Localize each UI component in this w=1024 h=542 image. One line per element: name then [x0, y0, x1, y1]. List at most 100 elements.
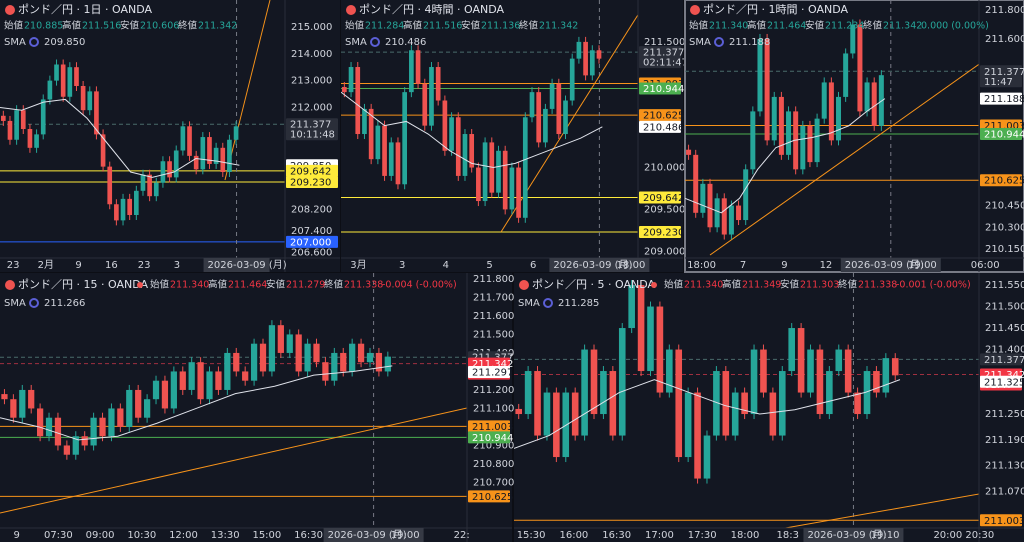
x-tick-label: 16 [105, 260, 118, 271]
symbol-title[interactable]: ポンド／円 · 1日 · OANDA [18, 3, 152, 16]
candle [435, 67, 441, 101]
chart-panel[interactable]: 211.500 210.000 209.500 209.000 211.37702:11… [341, 0, 688, 272]
x-tick-label: 22: [454, 530, 470, 541]
candle [0, 115, 6, 121]
price-tag [286, 175, 338, 188]
candle [637, 285, 645, 372]
ohlc-label: 終値 [863, 20, 883, 32]
price-tag-countdown: 02:11:47 [643, 58, 688, 69]
price-tag-label: 211.342 [472, 359, 513, 370]
candle [700, 183, 706, 213]
symbol-title[interactable]: ポンド／円 · 5 · OANDA [532, 278, 655, 291]
sma-line [514, 379, 901, 449]
candle [107, 166, 113, 205]
chart-panel[interactable]: 211.800 211.600 210.450 210.300 210.150 211.3… [684, 0, 1024, 273]
x-tick-label: 09:00 [86, 530, 115, 541]
symbol-title[interactable]: ポンド／円 · 4時間 · OANDA [359, 3, 504, 16]
candle [750, 349, 758, 415]
candle [99, 417, 106, 437]
crosshair-label-bg [840, 258, 941, 272]
sma-label: SMA [4, 298, 26, 309]
price-tag-label: 211.377 [984, 67, 1024, 78]
x-tick-label: 9 [75, 260, 81, 271]
candle [54, 64, 59, 81]
candle [10, 399, 17, 418]
candle [366, 352, 374, 363]
change: 0.000 (0.00%) [921, 21, 989, 32]
chart-panel[interactable]: 215.000 214.000 213.000 212.000 208.200 207.4… [0, 0, 340, 272]
x-tick-label: 2月 [38, 259, 54, 271]
y-tick-label: 211.100 [473, 403, 514, 414]
crosshair-date: 2026-03-09 (月) [328, 529, 407, 541]
symbol-icon[interactable] [5, 280, 15, 290]
ohlc-value: 211.516 [423, 21, 462, 32]
symbol-icon[interactable] [690, 5, 700, 15]
candle [197, 362, 204, 400]
ohlc-value: 211.234 [825, 21, 864, 32]
price-tag-countdown: 10:11:48 [290, 130, 335, 141]
sma-label: SMA [345, 37, 367, 48]
symbol-icon[interactable] [519, 280, 529, 290]
candle [368, 108, 374, 160]
ohlc-label: 安値 [266, 279, 286, 291]
candle [600, 371, 607, 415]
candle [764, 38, 770, 141]
x-tick-label: 18:00 [731, 530, 760, 541]
symbol-title[interactable]: ポンド／円 · 15 · OANDA [18, 278, 148, 291]
panel-bg [0, 0, 340, 272]
candle [277, 325, 284, 353]
ohlc-label: 安値 [461, 20, 481, 32]
ohlc-value: 211.349 [742, 280, 781, 291]
ohlc-label: 安値 [805, 20, 825, 32]
chart-panel[interactable]: 211.800211.700211.600211.500211.400211.2… [0, 273, 514, 542]
candle [703, 435, 711, 479]
sma-value: 210.486 [385, 37, 426, 48]
trend-line [0, 407, 467, 514]
candle [409, 50, 414, 93]
candle [449, 117, 454, 151]
candle [576, 41, 582, 59]
x-tick-label: 18:00 [687, 260, 716, 271]
candle [807, 125, 813, 163]
candle [152, 380, 160, 400]
candle [455, 117, 461, 176]
y-tick-label: 211.190 [985, 435, 1024, 446]
candle [161, 380, 169, 409]
candle [666, 349, 673, 393]
candle [127, 198, 133, 215]
crosshair-time: 19:00 [391, 530, 420, 541]
symbol-icon[interactable] [346, 5, 356, 15]
symbol-icon[interactable] [5, 5, 15, 15]
price-tag [980, 174, 1022, 187]
candle [259, 343, 267, 372]
crosshair-date: 2026-03-09 (月) [208, 259, 287, 271]
ohlc-value: 211.340 [684, 280, 723, 291]
ohlc-value: 211.464 [228, 280, 267, 291]
symbol-title[interactable]: ポンド／円 · 1時間 · OANDA [703, 3, 848, 16]
y-tick-label: 212.000 [291, 103, 332, 114]
candle [120, 198, 126, 221]
y-tick-label: 211.200 [473, 385, 514, 396]
price-tag [468, 431, 510, 444]
status-dot [651, 282, 657, 288]
chart-panel[interactable]: 211.550 211.500 211.450 211.400 211.250 211.1… [514, 273, 1024, 542]
plot-area [0, 273, 467, 528]
candle [362, 108, 367, 135]
y-tick-label: 210.150 [985, 244, 1024, 255]
sma-line [0, 365, 393, 441]
y-tick-label: 211.400 [985, 345, 1024, 356]
sma-label: SMA [4, 37, 26, 48]
trend-line [709, 63, 979, 256]
candle [342, 86, 347, 93]
candle [220, 147, 226, 172]
candle [170, 371, 177, 409]
candle [571, 392, 579, 436]
price-tag-label: 210.944 [472, 433, 513, 444]
candle [596, 50, 602, 59]
crosshair-label-bg [803, 528, 904, 542]
y-tick-label: 210.450 [985, 201, 1024, 212]
x-tick-label: 17:00 [645, 530, 674, 541]
crosshair-label-bg [203, 258, 270, 272]
candle [250, 343, 258, 381]
price-tag [286, 164, 338, 177]
